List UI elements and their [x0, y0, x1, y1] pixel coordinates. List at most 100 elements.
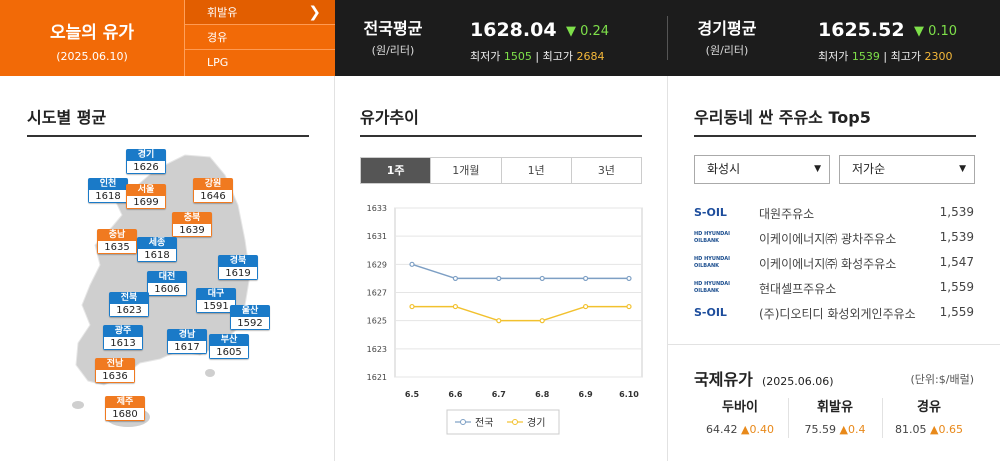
station-row[interactable]: HD HYUNDAI OILBANK 이케이에너지㈜ 화성주유소 1,547 — [694, 253, 974, 273]
tab-1week[interactable]: 1주 — [361, 158, 432, 183]
region-marker[interactable]: 전북 1623 — [109, 292, 149, 317]
region-name: 세종 — [137, 237, 177, 249]
x-tick-label: 6.9 — [579, 390, 594, 399]
data-point — [409, 261, 415, 267]
region-marker[interactable]: 부산 1605 — [209, 334, 249, 359]
data-point — [583, 303, 589, 310]
region-price: 1618 — [88, 190, 128, 203]
region-select[interactable]: 화성시 ▼ — [694, 155, 830, 184]
min-value: 1539 — [851, 50, 880, 63]
caret-down-icon: ▼ — [814, 164, 821, 174]
region-price: 1636 — [95, 370, 135, 383]
data-point — [496, 275, 502, 282]
hd-oilbank-logo-icon: HD HYUNDAI OILBANK — [694, 281, 731, 294]
page-title: 오늘의 유가 — [49, 23, 135, 43]
station-name: (주)디오티디 화성외게인주유소 — [759, 307, 916, 321]
intl-price: 81.05 — [895, 423, 927, 436]
top-bar: 오늘의 유가 (2025.06.10) 휘발유 ❯ 경유 LPG 전국평균 (원… — [0, 0, 1000, 76]
region-price: 1635 — [97, 241, 137, 254]
data-point — [583, 275, 589, 282]
divider: | — [535, 50, 543, 63]
station-name: 이케이에너지㈜ 광차주유소 — [759, 232, 897, 246]
station-row[interactable]: S-OIL 대원주유소 1,539 — [694, 203, 974, 223]
station-name: 현대셀프주유소 — [759, 282, 837, 296]
station-name: 대원주유소 — [759, 207, 815, 221]
hd-oilbank-logo-icon: HD HYUNDAI OILBANK — [694, 231, 731, 244]
region-name: 경기 — [126, 149, 166, 161]
intl-change: ▲0.65 — [930, 423, 963, 436]
s-oil-logo-icon: S-OIL — [694, 306, 727, 319]
fuel-tab-lpg[interactable]: LPG — [185, 50, 335, 75]
region-name: 전남 — [95, 358, 135, 370]
sort-select[interactable]: 저가순 ▼ — [839, 155, 975, 184]
tab-1year[interactable]: 1년 — [502, 158, 572, 183]
legend-label: 경기 — [527, 416, 545, 429]
fuel-tab-gasoline[interactable]: 휘발유 ❯ — [185, 0, 335, 25]
station-row[interactable]: HD HYUNDAI OILBANK 이케이에너지㈜ 광차주유소 1,539 — [694, 228, 974, 248]
y-tick-label: 1633 — [367, 204, 387, 213]
region-marker[interactable]: 세종 1618 — [137, 237, 177, 262]
section-rule — [27, 135, 309, 137]
station-row[interactable]: HD HYUNDAI OILBANK 현대셀프주유소 1,559 — [694, 278, 974, 298]
region-price: 1699 — [126, 196, 166, 209]
intl-date: (2025.06.06) — [761, 375, 834, 388]
fuel-tab-diesel[interactable]: 경유 — [185, 25, 335, 50]
gyeonggi-price: 1625.52 — [818, 19, 905, 41]
station-row[interactable]: S-OIL (주)디오티디 화성외게인주유소 1,559 — [694, 303, 974, 323]
region-marker[interactable]: 대전 1606 — [147, 271, 187, 296]
region-marker[interactable]: 전남 1636 — [95, 358, 135, 383]
region-name: 전북 — [109, 292, 149, 304]
divider — [667, 76, 668, 461]
fuel-tab-label: 휘발유 — [207, 6, 238, 19]
sort-select-value: 저가순 — [852, 162, 886, 176]
region-select-value: 화성시 — [707, 162, 741, 176]
tab-1month[interactable]: 1개월 — [431, 158, 502, 183]
station-price: 1,539 — [939, 205, 974, 219]
x-tick-label: 6.8 — [535, 390, 550, 399]
region-marker[interactable]: 경기 1626 — [126, 149, 166, 174]
region-marker[interactable]: 경남 1617 — [167, 329, 207, 354]
y-tick-label: 1631 — [367, 232, 387, 241]
intl-header: 국제유가 (2025.06.06) — [694, 366, 834, 390]
region-marker[interactable]: 충남 1635 — [97, 229, 137, 254]
fuel-type-menu: 휘발유 ❯ 경유 LPG — [184, 0, 335, 76]
min-label: 최저가 — [470, 50, 501, 63]
legend-marker — [460, 419, 466, 425]
region-price: 1618 — [137, 249, 177, 262]
gyeonggi-label: 경기평균 — [697, 19, 757, 38]
region-name: 울산 — [230, 305, 270, 317]
region-name: 광주 — [103, 325, 143, 337]
fuel-tab-label: 경유 — [207, 31, 228, 44]
station-price: 1,539 — [939, 230, 974, 244]
region-marker[interactable]: 경북 1619 — [218, 255, 258, 280]
intl-diesel: 경유 81.05 ▲0.65 — [883, 396, 975, 436]
region-marker[interactable]: 충북 1639 — [172, 212, 212, 237]
data-point — [409, 303, 415, 310]
section-rule — [694, 135, 976, 137]
region-marker[interactable]: 서울 1699 — [126, 184, 166, 209]
intl-gasoline: 휘발유 75.59 ▲0.4 — [789, 396, 881, 436]
y-tick-label: 1627 — [367, 289, 387, 298]
region-marker[interactable]: 인천 1618 — [88, 178, 128, 203]
divider — [788, 398, 789, 438]
region-price: 1626 — [126, 161, 166, 174]
data-point — [626, 275, 632, 282]
max-label: 최고가 — [890, 50, 921, 63]
region-price: 1646 — [193, 190, 233, 203]
hd-oilbank-logo-icon: HD HYUNDAI OILBANK — [694, 256, 731, 269]
national-change: ▼ 0.24 — [566, 24, 610, 39]
region-price: 1623 — [109, 304, 149, 317]
region-marker[interactable]: 울산 1592 — [230, 305, 270, 330]
region-marker[interactable]: 광주 1613 — [103, 325, 143, 350]
national-label: 전국평균 — [363, 19, 423, 38]
fuel-tab-label: LPG — [207, 56, 229, 69]
s-oil-logo-icon: S-OIL — [694, 206, 727, 219]
divider — [668, 344, 1000, 345]
region-marker[interactable]: 제주 1680 — [105, 396, 145, 421]
trend-title: 유가추이 — [360, 108, 419, 127]
intl-change: ▲0.40 — [741, 423, 774, 436]
region-marker[interactable]: 강원 1646 — [193, 178, 233, 203]
price-trend-chart: 1633 1631 1629 1627 1625 1623 1621 6.5 6.6 6.7 6.8… — [367, 204, 643, 435]
gyeonggi-unit: (원/리터) — [705, 44, 749, 57]
tab-3year[interactable]: 3년 — [597, 164, 615, 177]
